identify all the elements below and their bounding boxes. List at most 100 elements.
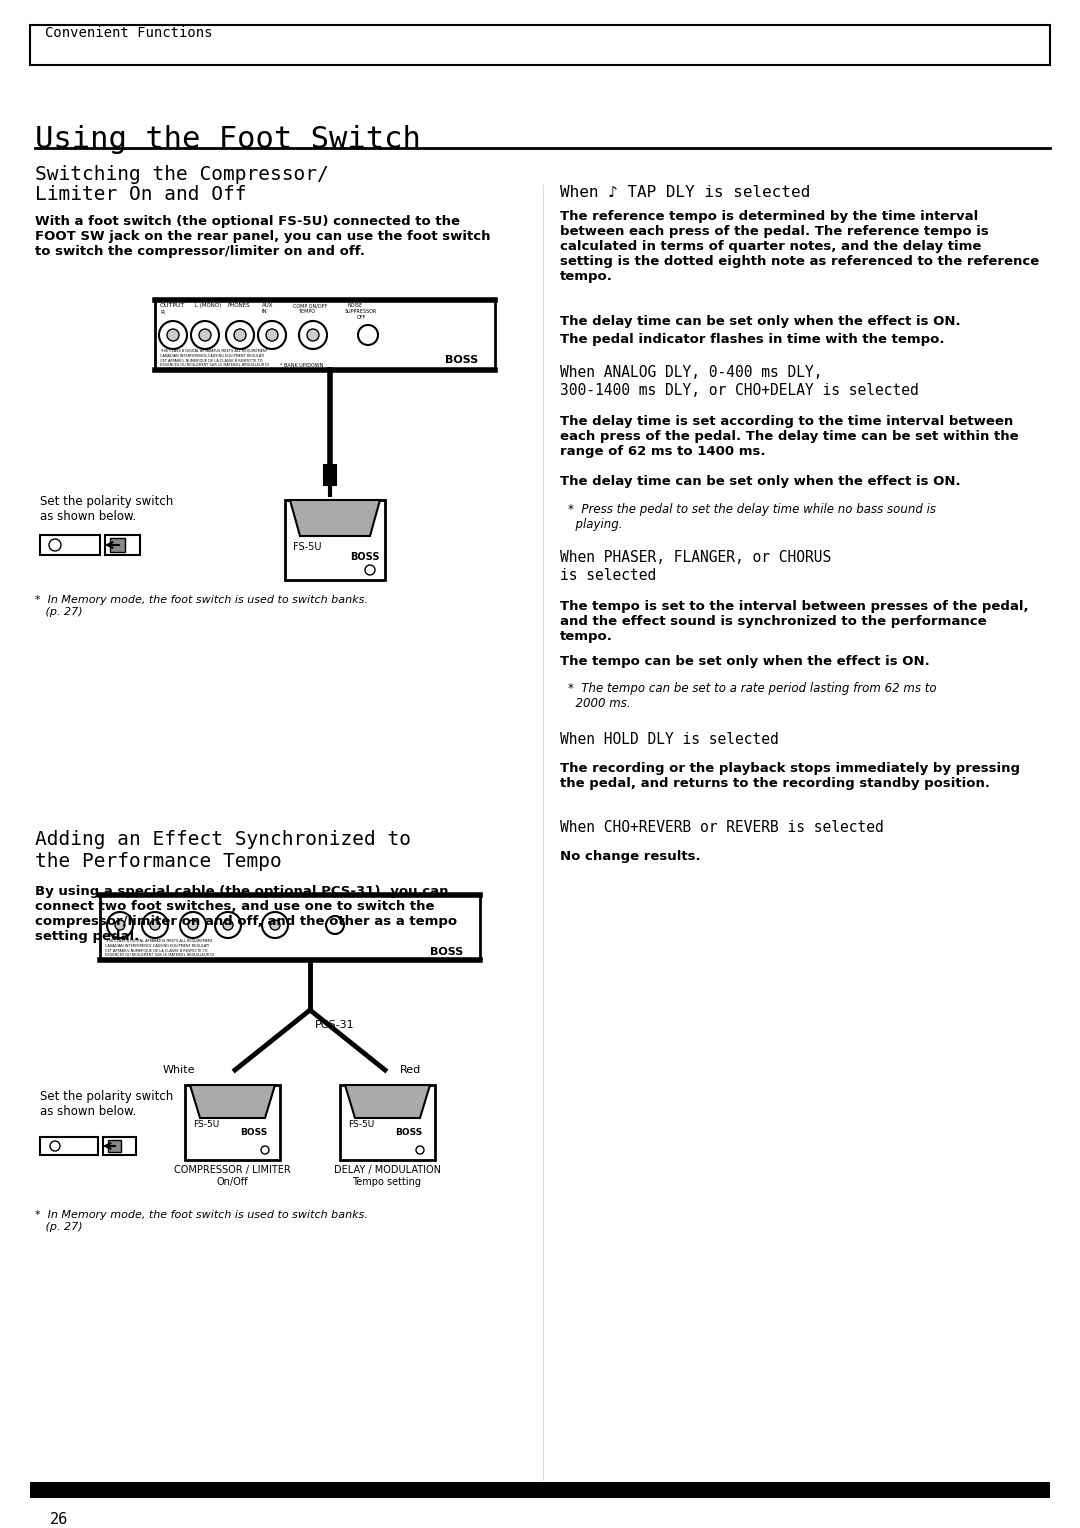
Text: BOSS: BOSS — [395, 1128, 422, 1137]
Text: TEMPO: TEMPO — [298, 309, 315, 313]
Text: The delay time can be set only when the effect is ON.: The delay time can be set only when the … — [561, 315, 960, 329]
Text: The tempo is set to the interval between presses of the pedal,
and the effect so: The tempo is set to the interval between… — [561, 601, 1028, 643]
Circle shape — [416, 1146, 424, 1154]
Text: When HOLD DLY is selected: When HOLD DLY is selected — [561, 732, 779, 747]
Circle shape — [258, 321, 286, 348]
Text: With a foot switch (the optional FS-5U) connected to the
FOOT SW jack on the rea: With a foot switch (the optional FS-5U) … — [35, 215, 490, 258]
Text: OFF: OFF — [357, 315, 366, 319]
Text: THIS CLASS B DIGITAL APPARATUS MEETS ALL REQUIREMENT: THIS CLASS B DIGITAL APPARATUS MEETS ALL… — [105, 938, 213, 941]
Text: *  In Memory mode, the foot switch is used to switch banks.
   (p. 27): * In Memory mode, the foot switch is use… — [35, 1210, 368, 1232]
Bar — [324, 465, 336, 484]
Text: FS-5U: FS-5U — [193, 1120, 219, 1129]
Circle shape — [261, 1146, 269, 1154]
Bar — [30, 1482, 1050, 1497]
Text: OUTPUT: OUTPUT — [160, 303, 186, 309]
Bar — [105, 535, 140, 555]
Text: When CHO+REVERB or REVERB is selected: When CHO+REVERB or REVERB is selected — [561, 821, 883, 834]
Text: BOSS: BOSS — [430, 947, 463, 957]
Text: The reference tempo is determined by the time interval
between each press of the: The reference tempo is determined by the… — [561, 209, 1039, 283]
Bar — [185, 1085, 280, 1160]
Circle shape — [180, 912, 206, 938]
Text: CANADIAN INTERFERENCE-CAUSING EQUIPMENT REGULATI: CANADIAN INTERFERENCE-CAUSING EQUIPMENT … — [160, 353, 265, 358]
Text: BOSS: BOSS — [240, 1128, 267, 1137]
Text: When PHASER, FLANGER, or CHORUS: When PHASER, FLANGER, or CHORUS — [561, 550, 832, 565]
Bar — [110, 538, 125, 552]
Text: COMP ON/OFF: COMP ON/OFF — [293, 303, 327, 309]
Circle shape — [107, 912, 133, 938]
Text: * BANK UP/DOWN: * BANK UP/DOWN — [280, 362, 323, 367]
Text: COMPRESSOR / LIMITER
On/Off: COMPRESSOR / LIMITER On/Off — [174, 1164, 291, 1187]
Polygon shape — [345, 1085, 430, 1118]
Text: Set the polarity switch
as shown below.: Set the polarity switch as shown below. — [40, 1089, 173, 1118]
Text: THIS CLASS B DIGITAL APPARATUS MEETS ALL REQUIREMENT: THIS CLASS B DIGITAL APPARATUS MEETS ALL… — [160, 348, 268, 351]
Text: When ANALOG DLY, 0-400 ms DLY,: When ANALOG DLY, 0-400 ms DLY, — [561, 365, 823, 380]
Circle shape — [234, 329, 246, 341]
Circle shape — [49, 539, 60, 552]
Circle shape — [299, 321, 327, 348]
Circle shape — [262, 912, 288, 938]
Polygon shape — [190, 1085, 275, 1118]
Text: PHONES: PHONES — [228, 303, 251, 309]
Text: Switching the Compressor/: Switching the Compressor/ — [35, 165, 328, 183]
Text: PCS-31: PCS-31 — [315, 1021, 354, 1030]
Circle shape — [150, 920, 160, 931]
Polygon shape — [291, 500, 380, 536]
Text: By using a special cable (the optional PCS-31), you can
connect two foot switche: By using a special cable (the optional P… — [35, 885, 457, 943]
Text: The tempo can be set only when the effect is ON.: The tempo can be set only when the effec… — [561, 656, 930, 668]
Text: Limiter On and Off: Limiter On and Off — [35, 185, 246, 205]
Text: DELAY / MODULATION
Tempo setting: DELAY / MODULATION Tempo setting — [334, 1164, 441, 1187]
Bar — [285, 500, 384, 581]
Circle shape — [215, 912, 241, 938]
Circle shape — [270, 920, 280, 931]
Text: No change results.: No change results. — [561, 850, 701, 863]
Circle shape — [326, 915, 345, 934]
Text: IN: IN — [262, 309, 268, 313]
Text: BOSS: BOSS — [350, 552, 379, 562]
Text: Red: Red — [400, 1065, 421, 1076]
Text: Set the polarity switch
as shown below.: Set the polarity switch as shown below. — [40, 495, 173, 523]
Bar — [103, 1137, 136, 1155]
Text: is selected: is selected — [561, 568, 657, 584]
Circle shape — [357, 325, 378, 345]
Text: 300-1400 ms DLY, or CHO+DELAY is selected: 300-1400 ms DLY, or CHO+DELAY is selecte… — [561, 384, 919, 397]
Circle shape — [266, 329, 278, 341]
Text: CET APPAREIL NUMERIQUE DE LA CLASSE B RESPECTE TO: CET APPAREIL NUMERIQUE DE LA CLASSE B RE… — [105, 947, 207, 952]
Text: BOSS: BOSS — [445, 354, 478, 365]
Circle shape — [191, 321, 219, 348]
Circle shape — [167, 329, 179, 341]
Circle shape — [222, 920, 233, 931]
Text: Convenient Functions: Convenient Functions — [45, 26, 213, 40]
Text: FS-5U: FS-5U — [293, 541, 322, 552]
Text: SUPPRESSOR: SUPPRESSOR — [345, 309, 377, 313]
Text: CANADIAN INTERFERENCE-CAUSING EQUIPMENT REGULATI: CANADIAN INTERFERENCE-CAUSING EQUIPMENT … — [105, 943, 210, 947]
Text: EXGENCES DU REGLEMENT SUR LE MATERIEL BROUILLEUR DI: EXGENCES DU REGLEMENT SUR LE MATERIEL BR… — [160, 364, 269, 367]
Text: The recording or the playback stops immediately by pressing
the pedal, and retur: The recording or the playback stops imme… — [561, 762, 1020, 790]
Circle shape — [199, 329, 211, 341]
Bar — [340, 1085, 435, 1160]
Text: *  In Memory mode, the foot switch is used to switch banks.
   (p. 27): * In Memory mode, the foot switch is use… — [35, 594, 368, 617]
Bar — [40, 535, 100, 555]
Text: FS-5U: FS-5U — [348, 1120, 375, 1129]
Circle shape — [188, 920, 198, 931]
Text: The pedal indicator flashes in time with the tempo.: The pedal indicator flashes in time with… — [561, 333, 945, 345]
Text: White: White — [162, 1065, 195, 1076]
Text: R: R — [160, 310, 164, 315]
Text: CET APPAREIL NUMERIQUE DE LA CLASSE B RESPECTE TO: CET APPAREIL NUMERIQUE DE LA CLASSE B RE… — [160, 358, 262, 362]
Text: EXGENCES DU REGLEMENT SUR LE MATERIEL BROUILLEUR DI: EXGENCES DU REGLEMENT SUR LE MATERIEL BR… — [105, 953, 214, 957]
Text: NOISE: NOISE — [348, 303, 363, 309]
Circle shape — [159, 321, 187, 348]
Bar — [30, 24, 1050, 66]
Text: L (MONO): L (MONO) — [195, 303, 221, 309]
Bar — [100, 895, 480, 960]
Text: The delay time can be set only when the effect is ON.: The delay time can be set only when the … — [561, 475, 960, 487]
Circle shape — [226, 321, 254, 348]
Bar — [156, 299, 495, 370]
Text: AUX: AUX — [262, 303, 273, 309]
Text: *  The tempo can be set to a rate period lasting from 62 ms to
  2000 ms.: * The tempo can be set to a rate period … — [568, 681, 936, 711]
Text: The delay time is set according to the time interval between
each press of the p: The delay time is set according to the t… — [561, 416, 1018, 458]
Text: Adding an Effect Synchronized to: Adding an Effect Synchronized to — [35, 830, 411, 850]
Text: the Performance Tempo: the Performance Tempo — [35, 853, 282, 871]
Text: Using the Foot Switch: Using the Foot Switch — [35, 125, 421, 154]
Circle shape — [365, 565, 375, 575]
Circle shape — [141, 912, 168, 938]
